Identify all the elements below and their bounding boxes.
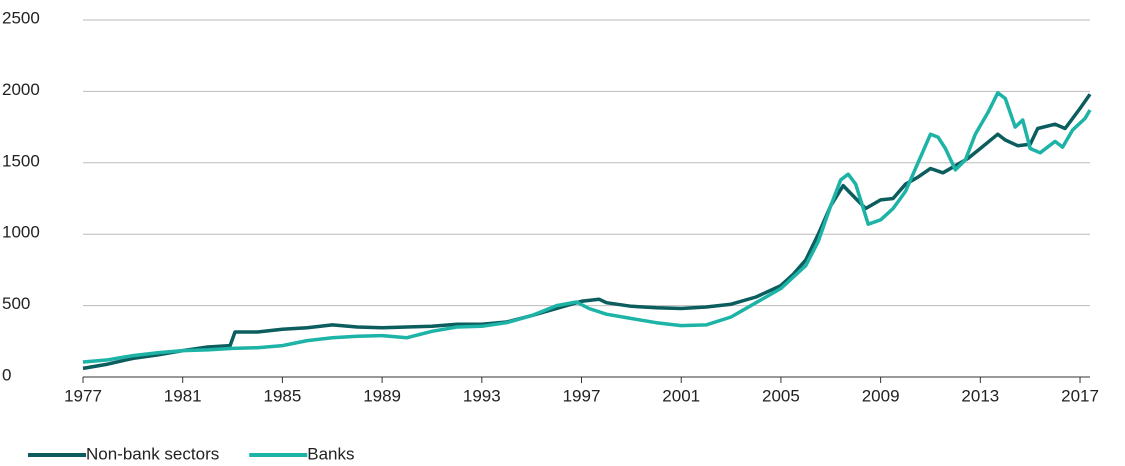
x-tick-label: 1985 — [263, 386, 301, 405]
x-tick-label: 2017 — [1061, 386, 1099, 405]
legend-label: Non-bank sectors — [86, 444, 219, 463]
legend-label: Banks — [307, 444, 354, 463]
data-line — [82, 93, 1092, 371]
x-tick-label: 1981 — [164, 386, 202, 405]
x-tick-label: 2001 — [662, 386, 700, 405]
data-line — [82, 91, 1092, 364]
x-tick-label: 2005 — [762, 386, 800, 405]
y-tick-label: 2500 — [2, 8, 40, 27]
x-tick-label: 1989 — [363, 386, 401, 405]
x-tick-label: 1997 — [563, 386, 601, 405]
y-tick-label: 2000 — [2, 80, 40, 99]
y-tick-label: 0 — [2, 365, 11, 384]
y-tick-label: 1500 — [2, 151, 40, 170]
x-tick-label: 1993 — [463, 386, 501, 405]
y-tick-label: 1000 — [2, 223, 40, 242]
y-tick-label: 500 — [2, 294, 30, 313]
x-tick-label: 1977 — [64, 386, 102, 405]
x-tick-label: 2013 — [961, 386, 999, 405]
x-tick-label: 2009 — [862, 386, 900, 405]
